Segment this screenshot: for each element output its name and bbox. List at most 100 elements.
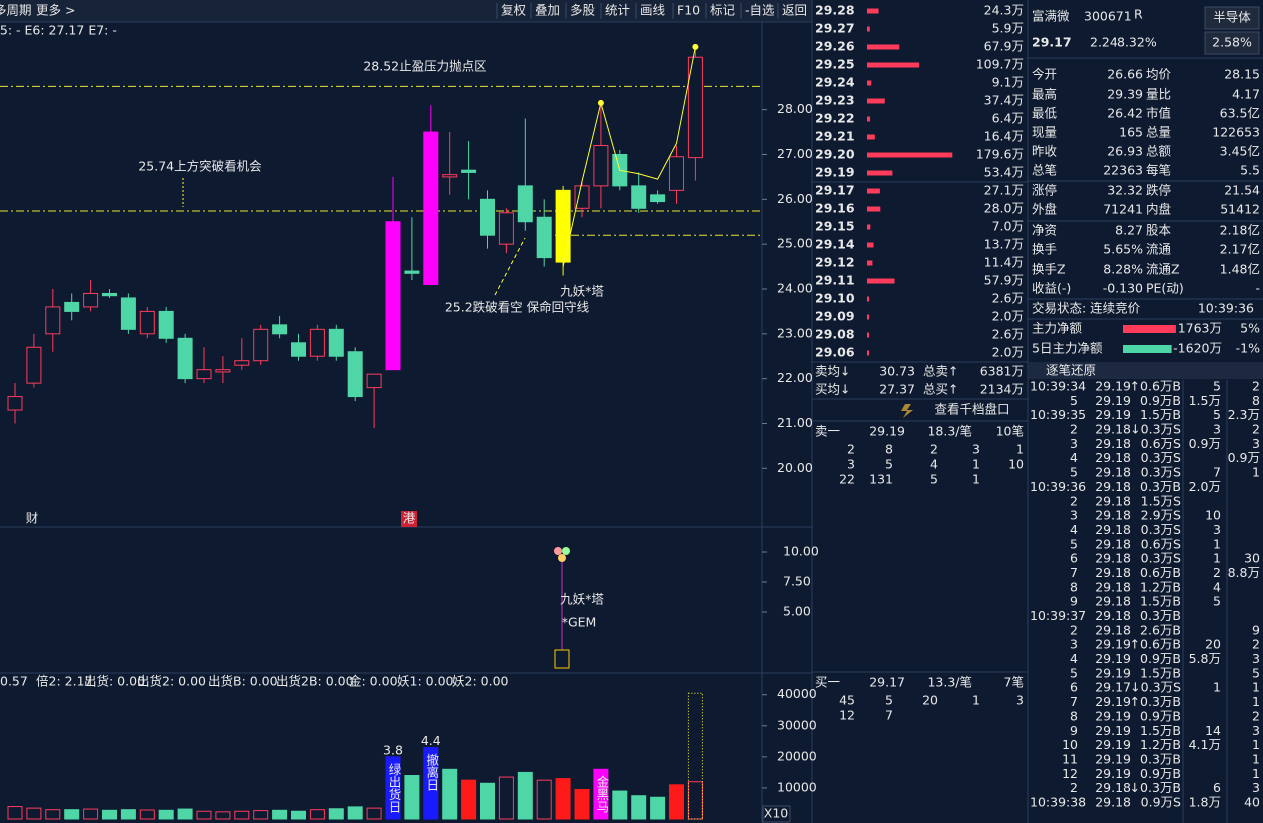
tick-title: 逐笔还原 [1046,363,1096,378]
tick-volume: 1.5万B [1140,665,1181,680]
toolbar-button[interactable]: 复权 [501,3,527,18]
volume-bar [517,771,533,820]
tick-volume: 1.2万B [1140,579,1181,594]
stat-label: 外盘 [1032,202,1057,217]
toolbar-button[interactable]: 统计 [605,3,630,18]
tick-group: 4 [1213,579,1221,594]
volume-bar [158,809,174,820]
volume-bar [555,778,571,820]
stat-value: 51412 [1220,202,1260,217]
stat-label: 流通 [1146,242,1172,257]
tick-group: 2 [1252,379,1260,394]
tick-time: 4 [1070,450,1078,465]
tick-group: 7 [1213,465,1221,480]
volume-bar [139,809,155,820]
depth-link[interactable]: 查看千档盘口 [934,402,1009,417]
stat-value: 28.15 [1224,67,1260,82]
legend-item: 出货2B: 0.00 [276,674,354,689]
summary-label: 总买↑ [923,382,958,397]
tick-time: 12 [1062,766,1078,781]
queue-item: 5 [885,693,893,708]
tick-group: 3 [1252,723,1260,738]
candle-body [498,212,514,245]
toolbar-button[interactable]: 标记 [710,3,736,18]
order-volume-bar [867,278,895,284]
tick-price: 29.19 [1095,694,1131,709]
stat-value: 71241 [1103,202,1143,217]
order-price: 29.21 [815,129,855,144]
stat-label: 总额 [1146,144,1172,159]
stock-name: 富满微 [1032,9,1070,24]
tick-volume: 0.3万S [1141,450,1181,465]
order-volume: 179.6万 [976,147,1024,162]
queue-item: 45 [839,693,855,708]
order-volume: 27.1万 [984,183,1024,198]
toolbar-item[interactable]: 更多 > [36,3,75,18]
status-time: 10:39:36 [1198,301,1254,316]
candle-body [631,185,647,209]
tick-price: 29.18 [1095,422,1131,437]
candle-body [83,292,99,308]
stat-label: 最低 [1032,106,1058,121]
tick-group: 5.8万 [1189,651,1221,666]
order-price: 29.27 [815,21,855,36]
queue-head: 卖一 [815,424,840,439]
order-volume-bar [867,206,881,212]
stat-label: 总量 [1146,125,1171,140]
projected-volume [687,692,703,820]
order-volume: 7.0万 [992,219,1024,234]
order-volume: 28.0万 [984,201,1024,216]
tick-price: 29.19 [1095,708,1131,723]
order-price: 29.28 [815,3,855,18]
sector[interactable]: 半导体 [1213,10,1251,25]
candle-body [45,306,61,335]
tick-time: 2 [1070,493,1078,508]
toolbar-button[interactable]: F10 [677,3,700,18]
legend-item: 妖2: 0.00 [452,674,509,689]
tick-price: 29.18 [1095,479,1131,494]
queue-head: 7笔 [1004,675,1024,690]
order-volume-bar [867,170,893,176]
queue-head: 29.19 [869,424,905,439]
volume-bar [442,768,458,820]
sector-change-badge [1204,31,1260,55]
tick-group: 40 [1244,795,1260,810]
tick-group: 30 [1244,551,1260,566]
stat-value: 2.18亿 [1220,223,1260,238]
volume-bar [328,808,344,820]
toolbar-button[interactable]: 画线 [640,3,666,18]
tick-price: 29.18 [1095,536,1131,551]
stat-value: 26.42 [1107,106,1143,121]
tick-price: 29.19 [1095,407,1131,422]
toolbar-button[interactable]: 叠加 [535,3,560,18]
stat-label: 股本 [1146,223,1172,238]
order-price: 29.25 [815,57,855,72]
tick-group: 5 [1213,379,1221,394]
toolbar-button[interactable]: 多股 [570,3,596,18]
order-volume: 6.4万 [992,111,1024,126]
tick-group: 1 [1252,680,1260,695]
stat-value: -0.130 [1103,281,1143,296]
toolbar-button[interactable]: -自选 [745,3,775,18]
candle-body [536,216,552,259]
order-volume: 2.0万 [992,309,1024,324]
tick-price: 29.18 [1095,522,1131,537]
tick-time: 10:39:34 [1030,379,1086,394]
order-price: 29.22 [815,111,855,126]
tick-price: 29.19 [1095,737,1131,752]
candle-body [291,342,306,357]
toolbar-button[interactable]: 返回 [782,3,807,18]
queue-item: 3 [972,442,980,457]
y-tick-label: 40000 [777,686,817,701]
queue-item: 3 [1016,693,1024,708]
stat-value: 63.5亿 [1220,106,1260,121]
order-price: 29.09 [815,309,855,324]
order-price: 29.19 [815,165,855,180]
order-price: 29.16 [815,201,855,216]
volume-bar [366,807,382,820]
tick-group: 1 [1252,694,1260,709]
tick-volume: 2.6万B [1140,622,1181,637]
tick-group: 5 [1213,407,1221,422]
candle-body [480,198,495,236]
order-volume-bar [867,188,880,194]
